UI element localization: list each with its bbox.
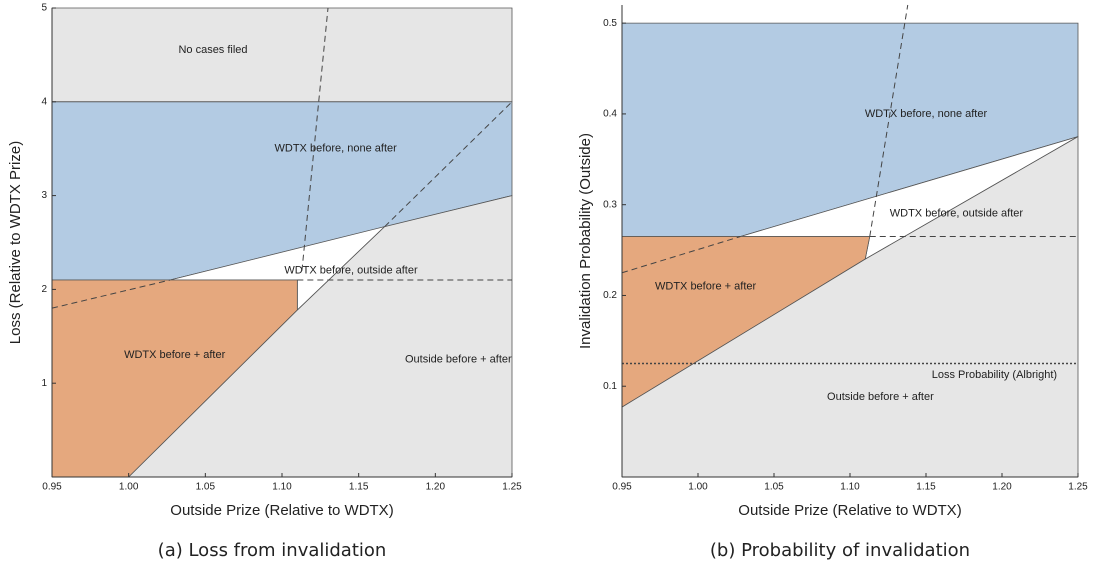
y-axis-label: Loss (Relative to WDTX Prize): [7, 141, 24, 344]
line-label: Loss Probability (Albright): [932, 369, 1057, 381]
region-label: WDTX before, outside after: [284, 265, 418, 277]
caption: (a) Loss from invalidation: [158, 540, 387, 561]
x-tick-label: 1.00: [688, 482, 708, 493]
x-tick-label: 1.15: [349, 482, 369, 493]
x-tick-label: 1.25: [502, 482, 522, 493]
y-tick-label: 0.4: [603, 109, 617, 120]
region-label: No cases filed: [178, 44, 247, 56]
region: [51, 7, 513, 103]
region-label: Outside before + after: [405, 354, 512, 366]
x-tick-label: 1.20: [426, 482, 446, 493]
boundary-line: [621, 235, 741, 274]
y-tick-label: 3: [41, 190, 47, 201]
x-tick-label: 1.15: [916, 482, 936, 493]
x-tick-label: 1.05: [196, 482, 216, 493]
x-tick-label: 1.05: [764, 482, 784, 493]
region-label: WDTX before, none after: [275, 143, 398, 155]
y-axis-label: Invalidation Probability (Outside): [577, 133, 594, 349]
region-label: WDTX before + after: [124, 349, 226, 361]
y-tick-label: 2: [41, 284, 47, 295]
boundary-line: [301, 7, 329, 271]
x-tick-label: 0.95: [612, 482, 632, 493]
x-axis-label: Outside Prize (Relative to WDTX): [170, 502, 393, 519]
x-tick-label: 1.10: [272, 482, 292, 493]
caption: (b) Probability of invalidation: [710, 540, 970, 561]
x-tick-label: 1.25: [1068, 482, 1088, 493]
x-axis-label: Outside Prize (Relative to WDTX): [738, 502, 961, 519]
y-tick-label: 5: [41, 3, 47, 14]
y-tick-label: 1: [41, 378, 47, 389]
region-label: Outside before + after: [827, 391, 934, 403]
region-label: WDTX before + after: [655, 280, 757, 292]
region-label: WDTX before, outside after: [890, 208, 1024, 220]
x-tick-label: 1.10: [840, 482, 860, 493]
region-label: WDTX before, none after: [865, 108, 988, 120]
x-tick-label: 1.00: [119, 482, 139, 493]
y-tick-label: 4: [41, 96, 47, 107]
boundary-line: [869, 4, 909, 237]
x-tick-label: 1.20: [992, 482, 1012, 493]
y-tick-label: 0.2: [603, 290, 617, 301]
y-tick-label: 0.3: [603, 199, 617, 210]
boundary-line: [51, 279, 171, 309]
y-tick-label: 0.5: [603, 18, 617, 29]
y-tick-label: 0.1: [603, 381, 617, 392]
x-tick-label: 0.95: [42, 482, 62, 493]
